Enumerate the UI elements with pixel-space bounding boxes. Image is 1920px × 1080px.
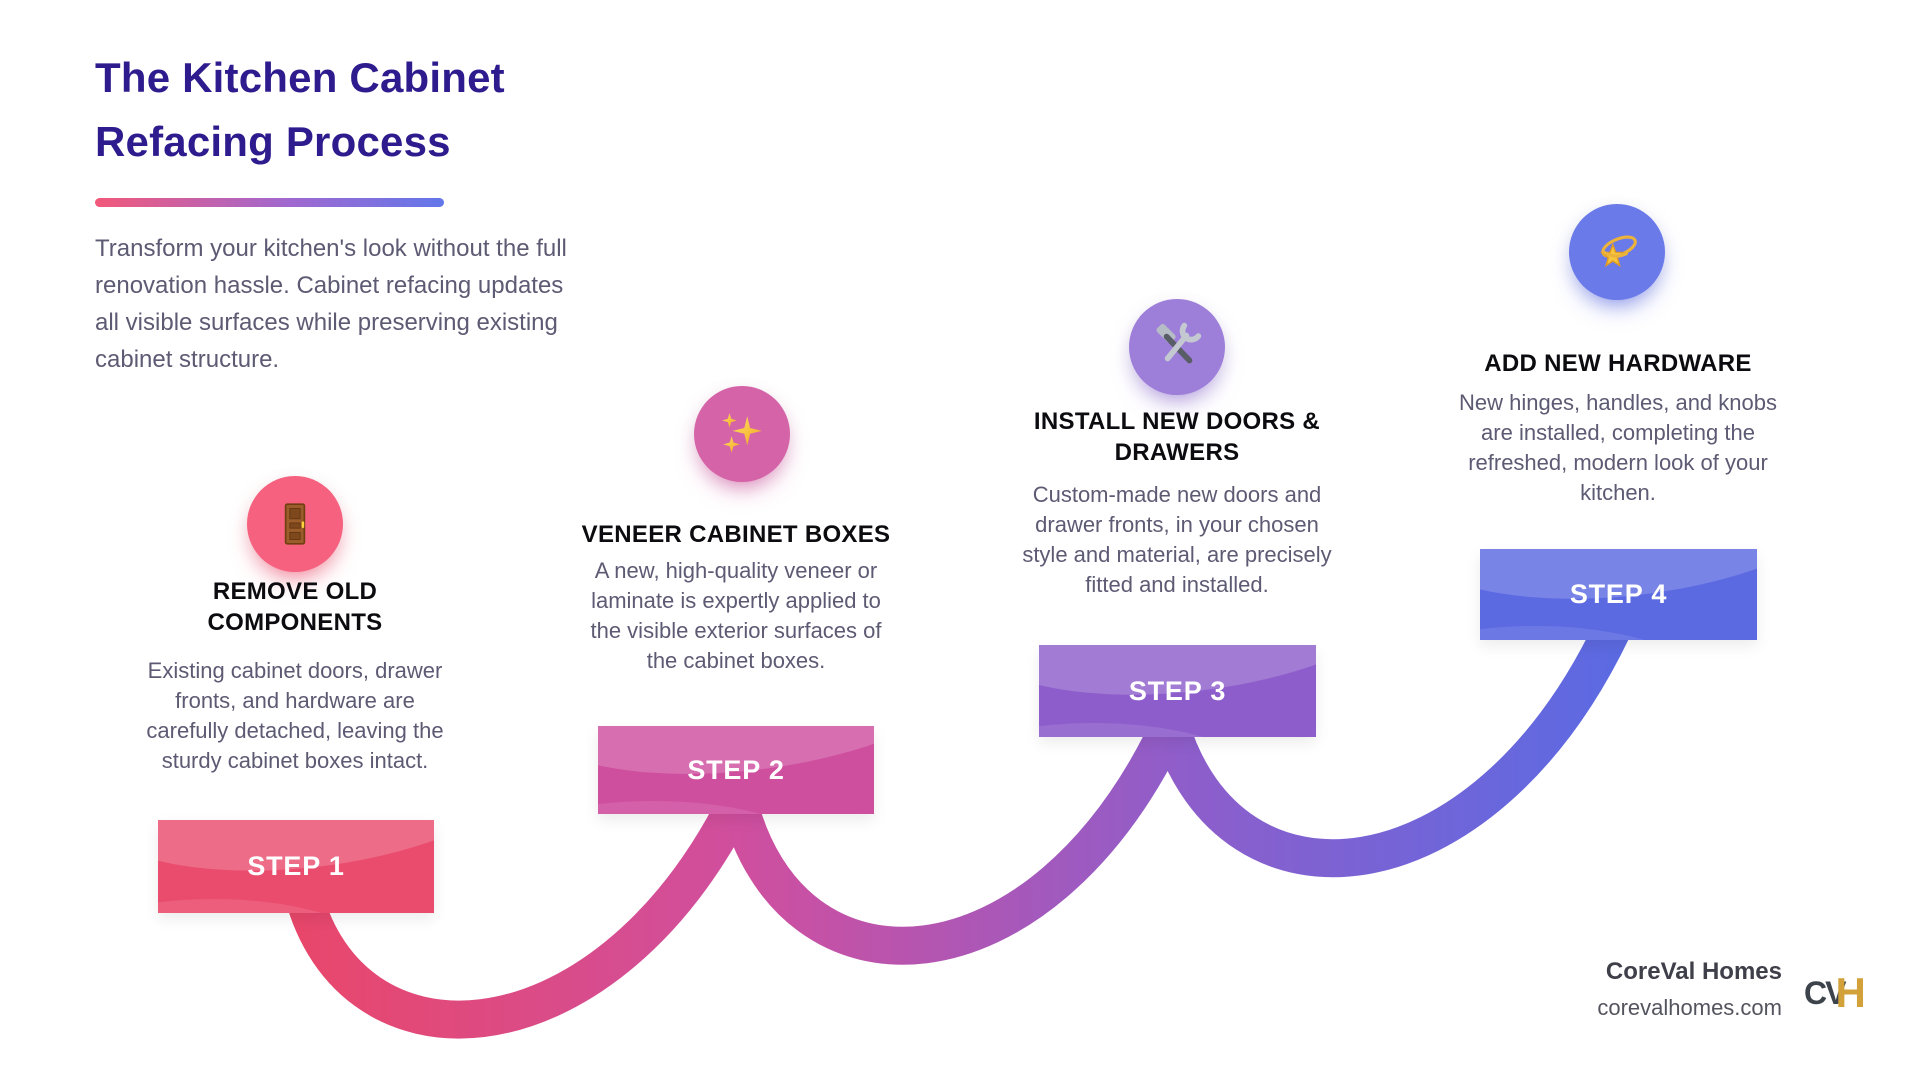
step2-icon-circle [694,386,790,482]
page-title-line2: Refacing Process [95,118,451,165]
intro-paragraph: Transform your kitchen's look without th… [95,235,567,373]
shooting-star-icon [1599,235,1637,268]
logo-cv-letters: CV [1804,975,1846,1011]
page-title: The Kitchen Cabinet Refacing Process [95,46,735,174]
step1-badge: STEP 1 [158,820,434,913]
title-accent-underline [95,198,444,207]
step3-description: Custom-made new doors and drawer fronts,… [1022,482,1332,597]
company-logo: CVH [1804,966,1884,1016]
step4-description: New hinges, handles, and knobs are insta… [1459,390,1777,505]
step3-icon-circle [1129,299,1225,395]
step2-heading: VENEER CABINET BOXES [581,521,891,548]
step4-icon-circle [1569,204,1665,300]
page-title-line1: The Kitchen Cabinet [95,54,505,101]
step2-badge: STEP 2 [598,726,874,814]
footer-website: corevalhomes.com [1597,995,1782,1020]
door-icon [284,503,306,545]
sparkles-icon [722,413,762,453]
step1-description: Existing cabinet doors, drawer fronts, a… [146,658,444,773]
step3-label: STEP 3 [1128,675,1227,706]
hammer-wrench-icon [1156,322,1202,364]
footer-company-name: CoreVal Homes [1605,958,1782,985]
step4-badge: STEP 4 [1480,549,1757,640]
step3-badge: STEP 3 [1039,645,1316,737]
footer-text-block: CoreVal Homes corevalhomes.com [1597,958,1782,1021]
step1-icon-circle [247,476,343,572]
step3-heading: INSTALL NEW DOORS & DRAWERS [1033,408,1321,466]
step2-label: STEP 2 [687,754,785,785]
step1-label: STEP 1 [247,851,345,881]
step4-label: STEP 4 [1569,579,1668,609]
logo-h-letter: H [1835,969,1866,1016]
step4-heading: ADD NEW HARDWARE [1484,350,1752,377]
step2-description: A new, high-quality veneer or laminate i… [590,558,882,673]
step1-heading: REMOVE OLD COMPONENTS [207,578,383,636]
